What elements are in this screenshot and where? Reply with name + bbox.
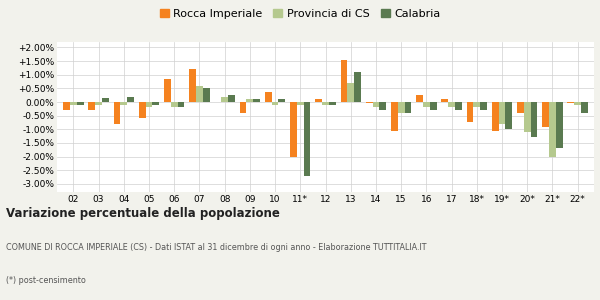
Bar [70, 102, 77, 105]
Bar [430, 102, 437, 110]
Bar [404, 102, 412, 113]
Bar [373, 102, 379, 107]
Bar [189, 69, 196, 102]
Bar [480, 102, 487, 110]
Bar [221, 97, 228, 102]
Text: Variazione percentuale della popolazione: Variazione percentuale della popolazione [6, 207, 280, 220]
Bar [63, 102, 70, 110]
Bar [196, 85, 203, 102]
Bar [467, 102, 473, 122]
Bar [556, 102, 563, 148]
Bar [473, 102, 480, 107]
Bar [152, 102, 159, 105]
Bar [178, 102, 184, 107]
Bar [146, 102, 152, 107]
Bar [329, 102, 336, 105]
Bar [423, 102, 430, 107]
Text: COMUNE DI ROCCA IMPERIALE (CS) - Dati ISTAT al 31 dicembre di ogni anno - Elabor: COMUNE DI ROCCA IMPERIALE (CS) - Dati IS… [6, 243, 427, 252]
Bar [379, 102, 386, 110]
Bar [492, 102, 499, 130]
Bar [253, 99, 260, 102]
Bar [164, 79, 171, 102]
Bar [505, 102, 512, 129]
Bar [139, 102, 146, 119]
Bar [530, 102, 538, 137]
Bar [88, 102, 95, 110]
Bar [278, 99, 285, 102]
Bar [448, 102, 455, 107]
Bar [341, 60, 347, 102]
Bar [524, 102, 530, 132]
Bar [442, 99, 448, 102]
Bar [499, 102, 505, 124]
Bar [171, 102, 178, 107]
Bar [391, 102, 398, 130]
Bar [203, 88, 209, 102]
Bar [581, 102, 588, 113]
Bar [354, 72, 361, 102]
Bar [517, 102, 524, 113]
Bar [247, 99, 253, 102]
Bar [127, 97, 134, 102]
Bar [102, 98, 109, 102]
Bar [239, 102, 247, 113]
Bar [290, 102, 297, 157]
Bar [228, 95, 235, 102]
Bar [416, 95, 423, 102]
Bar [398, 102, 404, 113]
Text: (*) post-censimento: (*) post-censimento [6, 276, 86, 285]
Bar [265, 92, 272, 102]
Bar [322, 102, 329, 105]
Bar [304, 102, 310, 176]
Bar [366, 102, 373, 104]
Bar [315, 99, 322, 102]
Bar [113, 102, 121, 124]
Bar [542, 102, 549, 127]
Bar [272, 102, 278, 105]
Bar [297, 102, 304, 105]
Bar [455, 102, 462, 110]
Bar [574, 102, 581, 105]
Bar [549, 102, 556, 157]
Bar [77, 102, 83, 105]
Bar [95, 102, 102, 105]
Bar [568, 102, 574, 104]
Bar [121, 102, 127, 105]
Bar [347, 83, 354, 102]
Legend: Rocca Imperiale, Provincia di CS, Calabria: Rocca Imperiale, Provincia di CS, Calabr… [160, 9, 440, 19]
